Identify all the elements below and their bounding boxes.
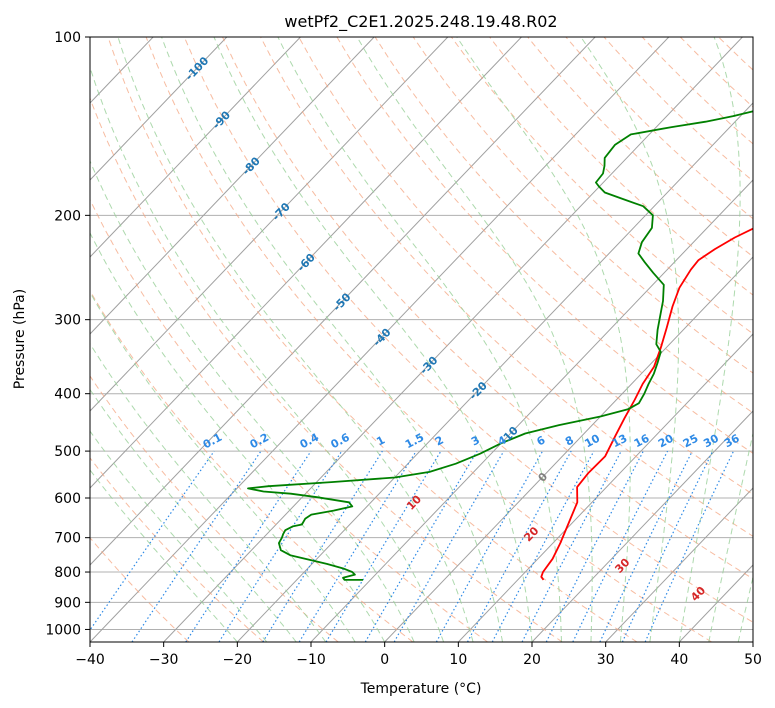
mixing-ratio-label: 13	[610, 432, 630, 451]
y-tick-label: 800	[54, 565, 81, 581]
dry-adiabat	[489, 37, 753, 296]
dry-adiabat	[450, 37, 753, 335]
moist-adiabat	[90, 388, 297, 642]
x-tick-label: 30	[597, 652, 615, 668]
dry-adiabat	[412, 37, 753, 374]
moist-adiabat	[90, 65, 445, 642]
dry-adiabat	[90, 457, 264, 642]
moist-adiabat	[456, 37, 631, 642]
mixing-ratio-line	[218, 450, 343, 642]
x-tick-label: −30	[149, 652, 179, 668]
mixing-ratio-label: 10	[582, 432, 602, 451]
moist-adiabat	[117, 37, 474, 642]
y-tick-label: 400	[54, 387, 81, 403]
mixing-ratio-label: 20	[656, 432, 676, 451]
temperature-profile-line	[540, 227, 753, 581]
mixing-ratio-line	[545, 450, 644, 642]
isotherm-line	[90, 37, 301, 258]
chart-title: wetPf2_C2E1.2025.248.19.48.R02	[284, 12, 557, 32]
moist-adiabat	[708, 431, 753, 642]
x-tick-label: 50	[744, 652, 762, 668]
moist-adiabat	[737, 575, 753, 642]
mixing-ratio-line	[185, 450, 312, 642]
y-tick-label: 200	[54, 208, 81, 224]
plot-area	[90, 37, 753, 642]
moist-adiabat	[90, 469, 238, 642]
y-tick-label: 700	[54, 531, 81, 547]
isotherm-line	[457, 333, 753, 642]
x-axis-label: Temperature (°C)	[360, 681, 482, 697]
x-tick-label: 40	[670, 652, 688, 668]
dry-adiabat	[336, 37, 753, 454]
mixing-ratio-label: 25	[681, 432, 701, 451]
dry-adiabat	[90, 96, 563, 642]
dry-adiabat	[222, 37, 753, 580]
moist-adiabat	[678, 37, 741, 642]
mixing-ratio-label: 36	[722, 432, 742, 451]
moist-adiabat	[90, 342, 327, 642]
isotherm-line	[90, 37, 449, 412]
isotherm-line	[90, 37, 375, 335]
x-tick-label: −40	[75, 652, 105, 668]
y-tick-label: 300	[54, 313, 81, 329]
moist-adiabat	[277, 37, 562, 642]
mixing-ratio-line	[131, 450, 262, 642]
mixing-ratio-line	[90, 450, 215, 632]
mixing-ratio-label: 30	[701, 432, 721, 451]
isotherm-line	[90, 37, 522, 489]
mixing-ratio-line	[572, 450, 669, 642]
dewpoint-profile-line	[247, 110, 753, 581]
dry-adiabat	[145, 37, 712, 642]
isotherm-line	[90, 37, 596, 566]
dry-adiabat	[90, 198, 488, 642]
y-tick-label: 1000	[45, 622, 81, 638]
x-tick-label: 20	[523, 652, 541, 668]
mixing-ratio-line	[466, 450, 572, 642]
y-tick-label: 900	[54, 595, 81, 611]
x-tick-label: 10	[449, 652, 467, 668]
dry-adiabat	[260, 37, 753, 537]
mixing-ratio-line	[435, 450, 544, 642]
moist-adiabat	[161, 37, 503, 642]
isotherm-line	[384, 256, 753, 642]
dry-adiabat	[90, 289, 414, 642]
isotherm-line	[90, 37, 228, 181]
isotherm-line	[236, 102, 753, 642]
mixing-ratio-line	[325, 450, 442, 642]
moist-adiabat	[356, 37, 593, 642]
isotherm-line	[90, 37, 670, 642]
dry-adiabat	[183, 37, 753, 623]
moist-adiabat	[580, 37, 680, 642]
dry-adiabat	[374, 37, 753, 414]
dry-adiabat	[298, 37, 753, 496]
isotherm-line	[163, 37, 743, 642]
axis-ticks: −40 −30 −20 −10 0 10 20 30 40 50 1000 900 800 700 600 5…	[45, 30, 762, 668]
moist-adiabat	[213, 37, 533, 642]
y-tick-label: 500	[54, 444, 81, 460]
isotherm-line	[605, 487, 753, 642]
moist-adiabat	[90, 430, 268, 642]
y-axis-label: Pressure (hPa)	[12, 289, 28, 389]
plot-frame	[89, 36, 754, 643]
dry-adiabat	[107, 37, 638, 642]
y-tick-label: 600	[54, 491, 81, 507]
x-tick-label: −10	[296, 652, 326, 668]
moist-adiabat	[90, 231, 386, 642]
isotherm-line	[531, 410, 753, 642]
mixing-ratio-label: 16	[632, 431, 652, 450]
mixing-ratio-line	[491, 450, 595, 642]
x-tick-label: −20	[223, 652, 253, 668]
x-tick-label: 0	[380, 652, 389, 668]
y-tick-label: 100	[54, 30, 81, 46]
moist-adiabat	[90, 291, 356, 642]
mixing-ratio-line	[298, 450, 417, 642]
